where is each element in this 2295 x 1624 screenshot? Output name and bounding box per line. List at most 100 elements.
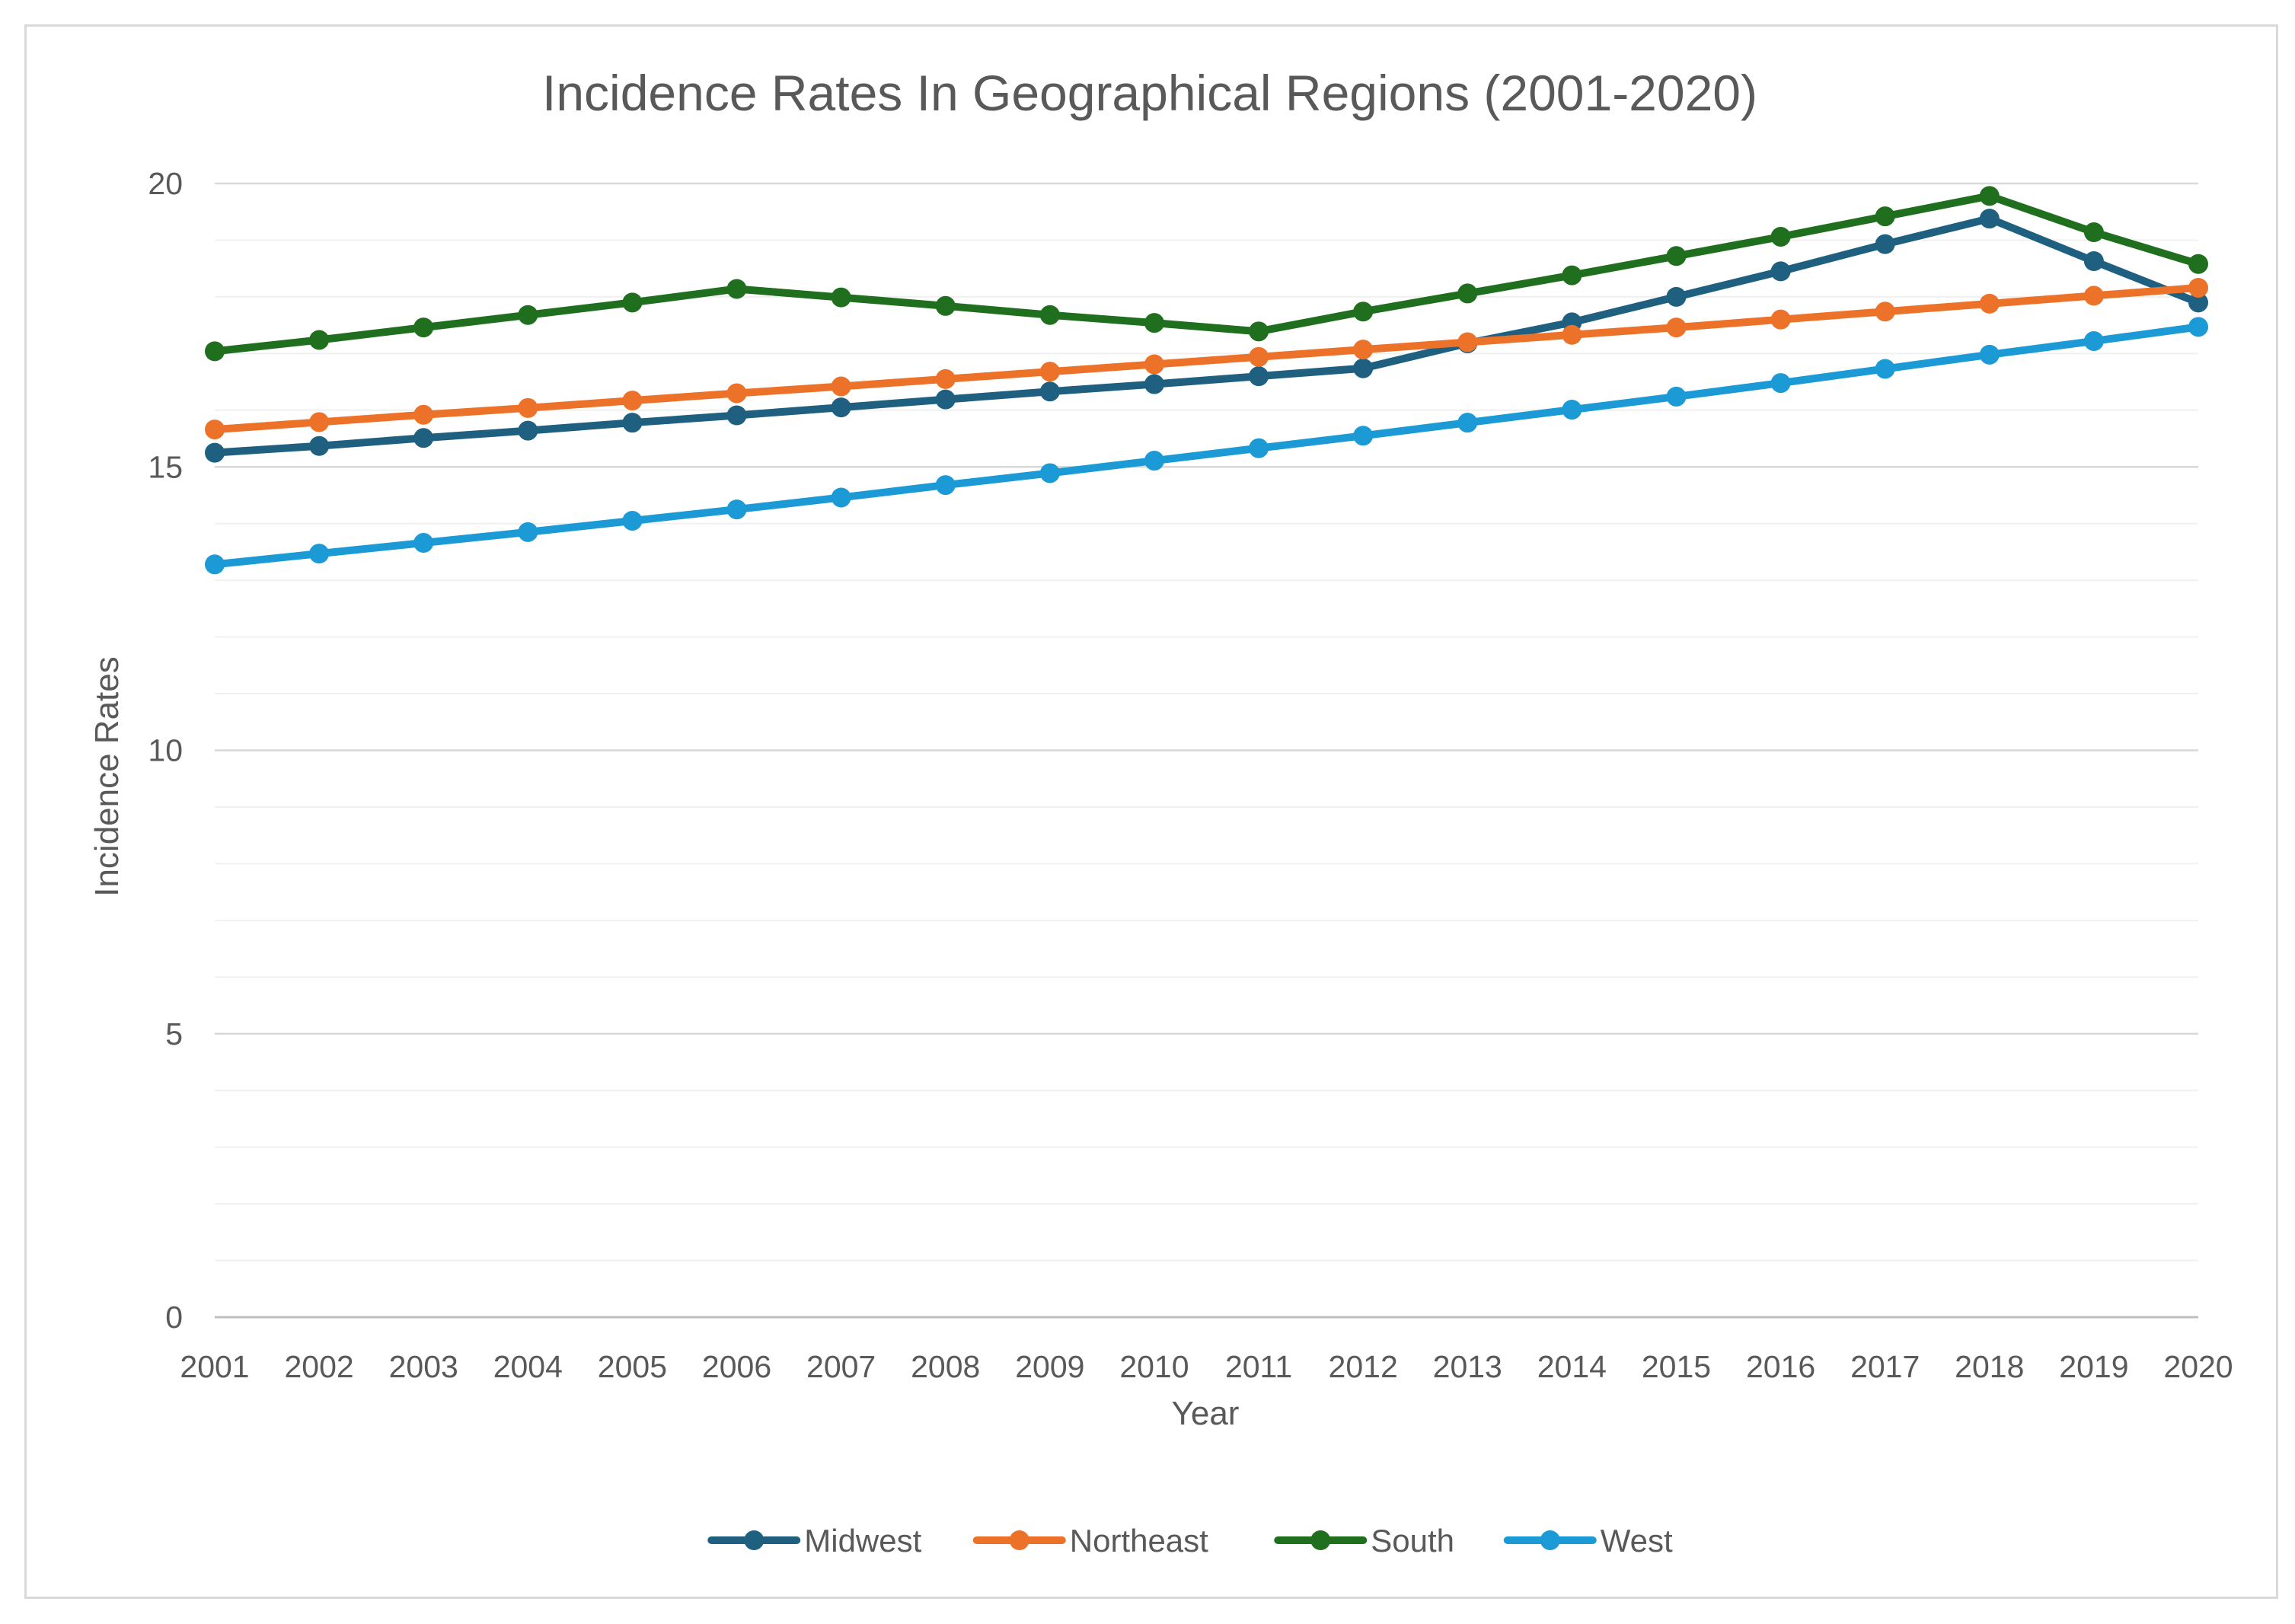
data-point-northeast (1144, 354, 1164, 375)
legend-swatch-marker-south (1310, 1530, 1331, 1550)
data-point-south (1562, 265, 1582, 286)
data-point-south (1875, 206, 1895, 227)
data-point-south (1666, 246, 1687, 266)
x-tick-label: 2001 (180, 1349, 249, 1384)
legend-item-northeast: Northeast (972, 1523, 1208, 1559)
legend-item-midwest: Midwest (707, 1523, 922, 1559)
data-point-midwest (1249, 366, 1269, 387)
x-tick-label: 2002 (284, 1349, 353, 1384)
data-point-midwest (1666, 286, 1687, 307)
gridlines (215, 182, 2198, 1319)
series-line-south (211, 192, 2202, 356)
x-tick-label: 2017 (1850, 1349, 1920, 1384)
data-point-west (1039, 463, 1060, 483)
y-tick-label: 0 (165, 1300, 183, 1335)
x-axis-title: Year (1172, 1395, 1240, 1432)
legend-item-west: West (1503, 1523, 1673, 1559)
series-south (205, 186, 2208, 362)
data-point-northeast (2083, 286, 2104, 306)
data-point-west (413, 533, 434, 554)
data-point-south (309, 330, 330, 350)
data-point-midwest (309, 436, 330, 456)
chart-title: Incidence Rates In Geographical Regions … (542, 65, 1757, 121)
y-tick-label: 10 (148, 733, 183, 768)
data-point-northeast (1039, 362, 1060, 382)
data-point-midwest (2188, 292, 2208, 313)
legend-label-northeast: Northeast (1070, 1523, 1208, 1559)
data-point-south (2083, 222, 2104, 243)
x-tick-label: 2012 (1329, 1349, 1398, 1384)
data-point-midwest (831, 397, 851, 418)
data-point-northeast (622, 391, 643, 411)
data-point-south (726, 279, 747, 299)
x-tick-label: 2010 (1119, 1349, 1189, 1384)
data-point-south (205, 341, 225, 362)
data-point-midwest (1979, 209, 2000, 229)
data-point-midwest (1875, 234, 1895, 254)
data-point-west (1875, 359, 1895, 379)
x-tick-label: 2013 (1433, 1349, 1502, 1384)
x-tick-label: 2005 (598, 1349, 667, 1384)
series-line-midwest (211, 215, 2202, 457)
data-point-northeast (1666, 317, 1687, 338)
series-lines (205, 186, 2208, 575)
data-point-northeast (1249, 346, 1269, 367)
series-northeast (205, 277, 2208, 440)
legend-swatch-marker-west (1540, 1530, 1560, 1550)
data-point-west (1353, 426, 1374, 446)
data-point-midwest (1353, 358, 1374, 378)
data-point-west (935, 475, 956, 496)
data-point-south (1144, 313, 1164, 333)
data-point-northeast (1562, 324, 1582, 345)
data-point-northeast (935, 369, 956, 389)
data-point-south (518, 305, 538, 325)
y-tick-label: 5 (165, 1016, 183, 1051)
data-point-south (1249, 321, 1269, 342)
x-tick-label: 2011 (1225, 1349, 1292, 1384)
data-point-midwest (518, 420, 538, 441)
data-point-south (1979, 186, 2000, 206)
data-point-midwest (1770, 261, 1791, 282)
data-point-south (831, 287, 851, 308)
data-point-northeast (518, 397, 538, 418)
legend-swatch-marker-northeast (1009, 1530, 1029, 1550)
series-line-northeast (211, 283, 2202, 434)
y-tick-label: 20 (148, 166, 183, 201)
data-point-west (309, 544, 330, 564)
data-point-northeast (1770, 309, 1791, 330)
y-axis-title: Incidence Rates (88, 656, 126, 897)
x-tick-label: 2018 (1955, 1349, 2024, 1384)
data-point-west (2083, 330, 2104, 351)
x-tick-label: 2006 (702, 1349, 771, 1384)
x-tick-label: 2015 (1642, 1349, 1711, 1384)
legend-label-south: South (1371, 1523, 1454, 1559)
x-axis-tick-labels: 2001 2002 2003 2004 2005 2006 2007 2008 2009 2010… (180, 1349, 2233, 1384)
data-point-midwest (1144, 374, 1164, 394)
data-point-south (1770, 226, 1791, 247)
x-tick-label: 2007 (806, 1349, 876, 1384)
data-point-midwest (935, 389, 956, 410)
data-point-west (1144, 451, 1164, 471)
data-point-midwest (622, 413, 643, 433)
legend-item-south: South (1274, 1523, 1454, 1559)
data-point-midwest (726, 405, 747, 426)
y-tick-label: 15 (148, 449, 183, 484)
data-point-northeast (726, 383, 747, 404)
x-tick-label: 2019 (2059, 1349, 2128, 1384)
data-point-northeast (1457, 332, 1478, 353)
data-point-south (413, 317, 434, 338)
data-point-south (1353, 302, 1374, 322)
x-tick-label: 2016 (1746, 1349, 1815, 1384)
data-point-west (2188, 317, 2208, 337)
data-point-northeast (1979, 293, 2000, 314)
data-point-northeast (1353, 340, 1374, 360)
x-tick-label: 2020 (2163, 1349, 2233, 1384)
data-point-west (518, 522, 538, 542)
data-point-northeast (205, 420, 225, 440)
x-tick-label: 2003 (389, 1349, 458, 1384)
y-axis-tick-labels: 0 5 10 15 20 (148, 166, 183, 1335)
data-point-south (1039, 305, 1060, 325)
data-point-south (622, 292, 643, 313)
chart-frame: Incidence Rates In Geographical Regions … (24, 24, 2278, 1599)
x-tick-label: 2004 (493, 1349, 563, 1384)
